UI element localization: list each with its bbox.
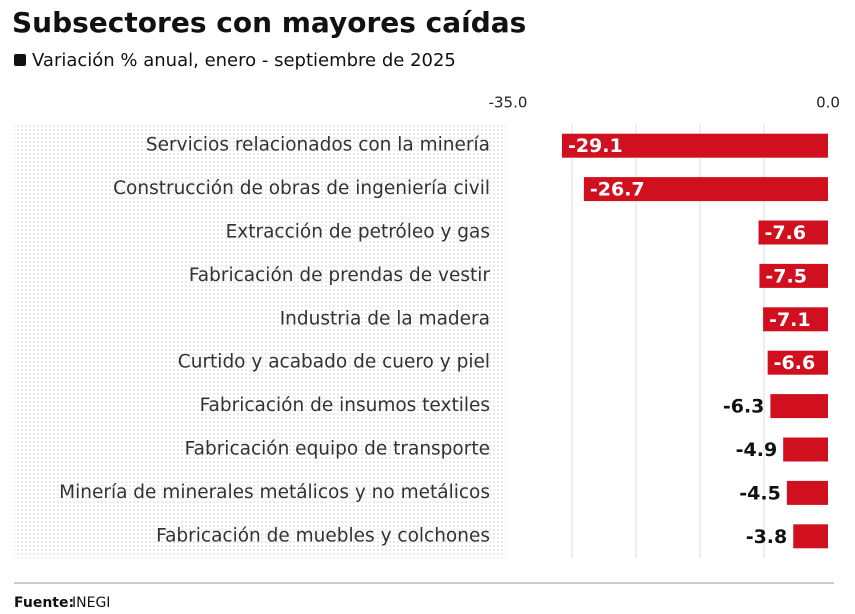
data-label: -4.9	[736, 439, 778, 461]
bar	[783, 437, 828, 462]
category-label: Curtido y acabado de cuero y piel	[178, 352, 490, 373]
bar	[770, 394, 828, 419]
x-tick-label: -35.0	[489, 94, 528, 112]
data-label: -6.6	[774, 352, 816, 374]
bullet	[14, 54, 26, 66]
data-label: -7.1	[769, 309, 811, 331]
source-text: INEGI	[72, 595, 110, 611]
bar	[759, 263, 828, 288]
bar	[758, 220, 828, 245]
data-label: -7.6	[765, 222, 807, 244]
data-label: -3.8	[746, 526, 788, 548]
category-label: Fabricación de muebles y colchones	[156, 525, 490, 546]
data-label: -29.1	[568, 135, 623, 157]
chart-title: Subsectores con mayores caídas	[12, 6, 526, 39]
label-panel	[14, 124, 506, 558]
category-label: Construcción de obras de ingeniería civi…	[113, 178, 490, 199]
bar	[763, 307, 828, 332]
bar	[793, 524, 828, 549]
chart-subtitle: Variación % anual, enero - septiembre de…	[32, 50, 456, 71]
category-label: Fabricación equipo de transporte	[185, 439, 490, 460]
bar	[561, 133, 828, 158]
category-label: Minería de minerales metálicos y no metá…	[59, 482, 490, 503]
data-label: -4.5	[739, 482, 781, 504]
x-tick-label: 0.0	[816, 94, 840, 112]
bar	[767, 350, 828, 375]
data-label: -7.5	[765, 265, 807, 287]
data-label: -26.7	[590, 179, 645, 201]
bar	[583, 177, 828, 202]
category-label: Industria de la madera	[280, 308, 490, 329]
category-label: Servicios relacionados con la minería	[146, 135, 490, 156]
bar	[786, 480, 828, 505]
category-label: Fabricación de prendas de vestir	[189, 265, 491, 286]
data-label: -6.3	[723, 396, 765, 418]
category-label: Fabricación de insumos textiles	[200, 395, 490, 416]
category-label: Extracción de petróleo y gas	[226, 222, 490, 243]
source-label: Fuente:	[14, 595, 74, 611]
